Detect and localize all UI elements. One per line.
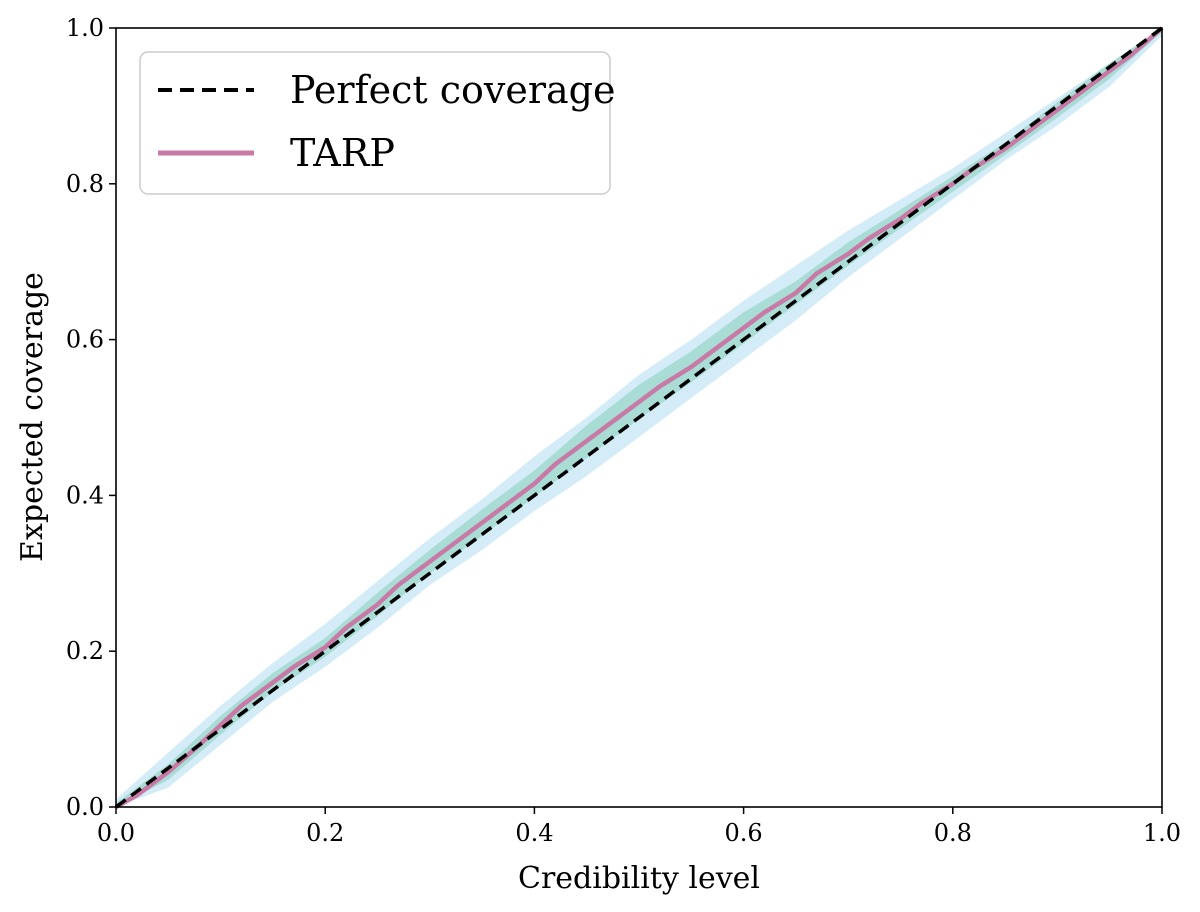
y-tick-label: 0.2 <box>66 637 104 665</box>
x-tick-label: 0.8 <box>934 819 972 847</box>
x-tick-label: 0.6 <box>725 819 763 847</box>
x-tick-label: 0.4 <box>515 819 553 847</box>
series-line-tarp <box>114 26 1164 809</box>
x-tick-label: 1.0 <box>1143 819 1181 847</box>
x-axis-label: Credibility level <box>518 861 760 896</box>
series-line-perfect-coverage <box>114 26 1164 809</box>
y-tick-label: 0.8 <box>66 170 104 198</box>
legend-label-tarp: TARP <box>290 131 395 175</box>
y-tick-label: 0.6 <box>66 326 104 354</box>
legend: Perfect coverage TARP <box>139 51 615 195</box>
y-axis-ticks: 0.0 0.2 0.4 0.6 0.8 1.0 <box>66 14 116 821</box>
legend-label-perfect-coverage: Perfect coverage <box>290 68 615 112</box>
y-tick-label: 1.0 <box>66 14 104 42</box>
legend-box <box>139 51 611 195</box>
series-lines <box>114 26 1164 809</box>
y-tick-label: 0.0 <box>66 793 104 821</box>
plot-frame <box>115 27 1163 808</box>
x-tick-label: 0.0 <box>97 819 135 847</box>
x-axis-ticks: 0.0 0.2 0.4 0.6 0.8 1.0 <box>97 807 1181 847</box>
y-axis-label: Expected coverage <box>15 272 50 562</box>
x-tick-label: 0.2 <box>306 819 344 847</box>
y-tick-label: 0.4 <box>66 481 104 509</box>
